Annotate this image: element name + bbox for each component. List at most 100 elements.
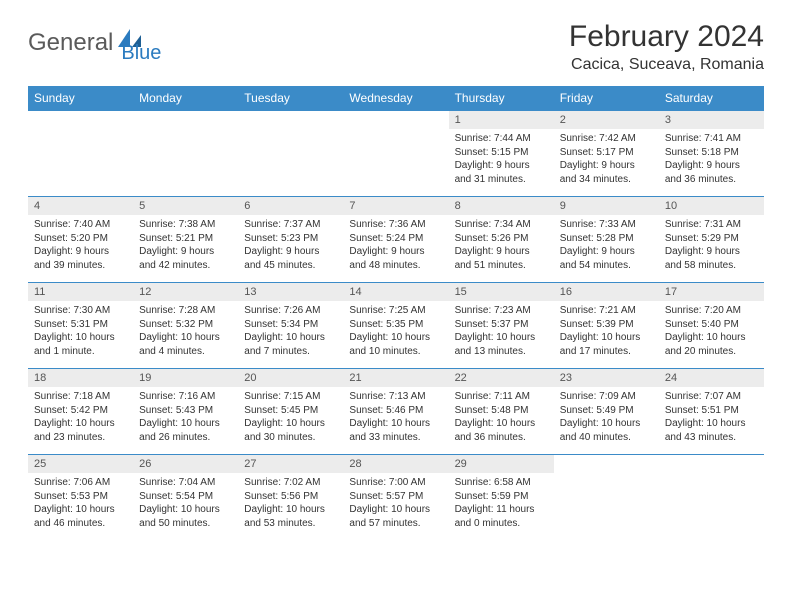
day-number: 14: [343, 283, 448, 301]
logo-text-general: General: [28, 29, 113, 57]
sunset-line: Sunset: 5:28 PM: [560, 232, 653, 246]
day-details: Sunrise: 7:16 AMSunset: 5:43 PMDaylight:…: [133, 387, 238, 447]
daylight-line: Daylight: 9 hours and 39 minutes.: [34, 245, 127, 272]
day-number: 6: [238, 197, 343, 215]
sunrise-line: Sunrise: 7:13 AM: [349, 390, 442, 404]
day-details: Sunrise: 7:21 AMSunset: 5:39 PMDaylight:…: [554, 301, 659, 361]
day-number: 29: [449, 455, 554, 473]
daylight-line: Daylight: 10 hours and 30 minutes.: [244, 417, 337, 444]
day-details: Sunrise: 7:13 AMSunset: 5:46 PMDaylight:…: [343, 387, 448, 447]
sunset-line: Sunset: 5:32 PM: [139, 318, 232, 332]
daylight-line: Daylight: 9 hours and 48 minutes.: [349, 245, 442, 272]
day-number: 23: [554, 369, 659, 387]
sunset-line: Sunset: 5:49 PM: [560, 404, 653, 418]
sunset-line: Sunset: 5:34 PM: [244, 318, 337, 332]
sunset-line: Sunset: 5:20 PM: [34, 232, 127, 246]
sunset-line: Sunset: 5:51 PM: [665, 404, 758, 418]
sunrise-line: Sunrise: 7:30 AM: [34, 304, 127, 318]
day-cell: 12Sunrise: 7:28 AMSunset: 5:32 PMDayligh…: [133, 283, 238, 369]
sunrise-line: Sunrise: 7:23 AM: [455, 304, 548, 318]
weekday-header: Tuesday: [238, 86, 343, 111]
calendar-row: 11Sunrise: 7:30 AMSunset: 5:31 PMDayligh…: [28, 283, 764, 369]
day-cell: 27Sunrise: 7:02 AMSunset: 5:56 PMDayligh…: [238, 455, 343, 541]
day-cell: 29Sunrise: 6:58 AMSunset: 5:59 PMDayligh…: [449, 455, 554, 541]
day-number: 13: [238, 283, 343, 301]
day-cell: 19Sunrise: 7:16 AMSunset: 5:43 PMDayligh…: [133, 369, 238, 455]
weekday-header: Wednesday: [343, 86, 448, 111]
day-number: 16: [554, 283, 659, 301]
day-details: Sunrise: 7:30 AMSunset: 5:31 PMDaylight:…: [28, 301, 133, 361]
sunset-line: Sunset: 5:56 PM: [244, 490, 337, 504]
sunrise-line: Sunrise: 7:21 AM: [560, 304, 653, 318]
sunrise-line: Sunrise: 7:06 AM: [34, 476, 127, 490]
calendar-row: 4Sunrise: 7:40 AMSunset: 5:20 PMDaylight…: [28, 197, 764, 283]
sunset-line: Sunset: 5:29 PM: [665, 232, 758, 246]
day-details: Sunrise: 7:07 AMSunset: 5:51 PMDaylight:…: [659, 387, 764, 447]
sunrise-line: Sunrise: 7:07 AM: [665, 390, 758, 404]
sunrise-line: Sunrise: 7:41 AM: [665, 132, 758, 146]
sunset-line: Sunset: 5:57 PM: [349, 490, 442, 504]
title-block: February 2024 Cacica, Suceava, Romania: [569, 20, 764, 74]
daylight-line: Daylight: 9 hours and 51 minutes.: [455, 245, 548, 272]
day-cell: 24Sunrise: 7:07 AMSunset: 5:51 PMDayligh…: [659, 369, 764, 455]
day-cell: 25Sunrise: 7:06 AMSunset: 5:53 PMDayligh…: [28, 455, 133, 541]
sunrise-line: Sunrise: 7:04 AM: [139, 476, 232, 490]
day-details: Sunrise: 7:37 AMSunset: 5:23 PMDaylight:…: [238, 215, 343, 275]
day-cell: 20Sunrise: 7:15 AMSunset: 5:45 PMDayligh…: [238, 369, 343, 455]
day-details: Sunrise: 7:00 AMSunset: 5:57 PMDaylight:…: [343, 473, 448, 533]
day-cell: 26Sunrise: 7:04 AMSunset: 5:54 PMDayligh…: [133, 455, 238, 541]
day-number: 17: [659, 283, 764, 301]
daylight-line: Daylight: 10 hours and 36 minutes.: [455, 417, 548, 444]
sunrise-line: Sunrise: 6:58 AM: [455, 476, 548, 490]
month-title: February 2024: [569, 20, 764, 54]
sunset-line: Sunset: 5:31 PM: [34, 318, 127, 332]
sunset-line: Sunset: 5:21 PM: [139, 232, 232, 246]
day-details: Sunrise: 7:15 AMSunset: 5:45 PMDaylight:…: [238, 387, 343, 447]
day-details: Sunrise: 7:04 AMSunset: 5:54 PMDaylight:…: [133, 473, 238, 533]
daylight-line: Daylight: 9 hours and 58 minutes.: [665, 245, 758, 272]
day-cell: 5Sunrise: 7:38 AMSunset: 5:21 PMDaylight…: [133, 197, 238, 283]
day-number: 5: [133, 197, 238, 215]
day-cell: 13Sunrise: 7:26 AMSunset: 5:34 PMDayligh…: [238, 283, 343, 369]
sunrise-line: Sunrise: 7:11 AM: [455, 390, 548, 404]
sunset-line: Sunset: 5:45 PM: [244, 404, 337, 418]
empty-cell: [28, 111, 133, 197]
day-number: 2: [554, 111, 659, 129]
sunset-line: Sunset: 5:53 PM: [34, 490, 127, 504]
sunset-line: Sunset: 5:18 PM: [665, 146, 758, 160]
daylight-line: Daylight: 10 hours and 17 minutes.: [560, 331, 653, 358]
day-cell: 22Sunrise: 7:11 AMSunset: 5:48 PMDayligh…: [449, 369, 554, 455]
daylight-line: Daylight: 10 hours and 50 minutes.: [139, 503, 232, 530]
daylight-line: Daylight: 10 hours and 20 minutes.: [665, 331, 758, 358]
day-details: Sunrise: 7:28 AMSunset: 5:32 PMDaylight:…: [133, 301, 238, 361]
sunrise-line: Sunrise: 7:28 AM: [139, 304, 232, 318]
logo: General Blue: [28, 20, 161, 65]
daylight-line: Daylight: 9 hours and 36 minutes.: [665, 159, 758, 186]
day-number: 21: [343, 369, 448, 387]
header: General Blue February 2024 Cacica, Sucea…: [28, 20, 764, 74]
empty-cell: [659, 455, 764, 541]
day-details: Sunrise: 7:23 AMSunset: 5:37 PMDaylight:…: [449, 301, 554, 361]
day-number: 24: [659, 369, 764, 387]
weekday-header-row: SundayMondayTuesdayWednesdayThursdayFrid…: [28, 86, 764, 111]
sunrise-line: Sunrise: 7:09 AM: [560, 390, 653, 404]
daylight-line: Daylight: 10 hours and 13 minutes.: [455, 331, 548, 358]
location: Cacica, Suceava, Romania: [569, 56, 764, 74]
sunset-line: Sunset: 5:46 PM: [349, 404, 442, 418]
day-details: Sunrise: 7:31 AMSunset: 5:29 PMDaylight:…: [659, 215, 764, 275]
sunrise-line: Sunrise: 7:42 AM: [560, 132, 653, 146]
sunrise-line: Sunrise: 7:40 AM: [34, 218, 127, 232]
day-number: 27: [238, 455, 343, 473]
day-details: Sunrise: 7:38 AMSunset: 5:21 PMDaylight:…: [133, 215, 238, 275]
sunrise-line: Sunrise: 7:18 AM: [34, 390, 127, 404]
day-cell: 16Sunrise: 7:21 AMSunset: 5:39 PMDayligh…: [554, 283, 659, 369]
sunrise-line: Sunrise: 7:44 AM: [455, 132, 548, 146]
daylight-line: Daylight: 10 hours and 1 minute.: [34, 331, 127, 358]
sunset-line: Sunset: 5:35 PM: [349, 318, 442, 332]
day-cell: 4Sunrise: 7:40 AMSunset: 5:20 PMDaylight…: [28, 197, 133, 283]
sunset-line: Sunset: 5:26 PM: [455, 232, 548, 246]
day-number: 12: [133, 283, 238, 301]
day-cell: 3Sunrise: 7:41 AMSunset: 5:18 PMDaylight…: [659, 111, 764, 197]
daylight-line: Daylight: 10 hours and 53 minutes.: [244, 503, 337, 530]
day-number: 28: [343, 455, 448, 473]
